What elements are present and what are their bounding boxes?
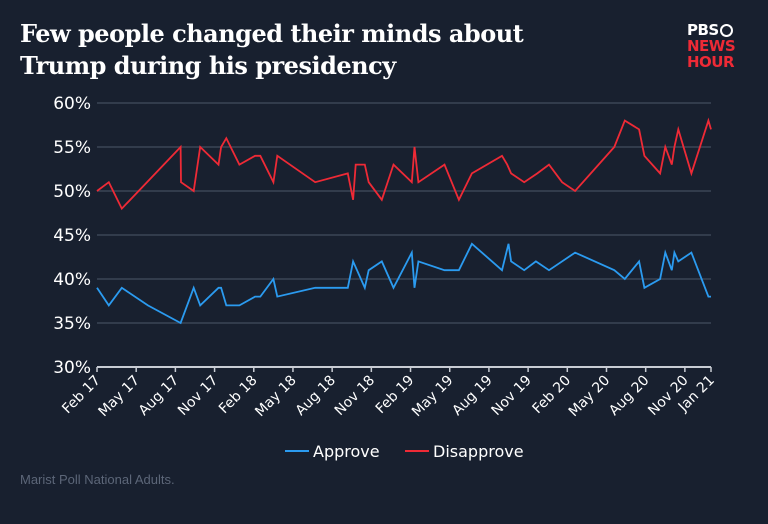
x-tick-label: May 18 (252, 373, 300, 421)
y-tick-label: 60% (53, 94, 91, 114)
y-tick-label: 35% (53, 314, 91, 334)
legend-label: Approve (313, 442, 380, 461)
legend-label: Disapprove (433, 442, 524, 461)
x-tick-label: Nov 17 (175, 373, 221, 419)
y-tick-label: 40% (53, 270, 91, 290)
x-tick-label: Aug 20 (606, 373, 652, 419)
pbs-head-icon (719, 23, 733, 37)
logo-line-2: NEWS (687, 37, 736, 55)
y-tick-label: 55% (53, 138, 91, 158)
logo-line-3: HOUR (687, 53, 735, 71)
chart-title: Few people changed their minds about Tru… (20, 19, 524, 80)
x-tick-label: May 20 (566, 373, 614, 421)
x-tick-label: Aug 19 (449, 373, 495, 419)
x-tick-label: Aug 17 (136, 373, 182, 419)
series-line-disapprove (96, 117, 712, 211)
y-tick-label: 45% (53, 226, 91, 246)
y-tick-label: 30% (53, 358, 91, 378)
x-tick-label: Aug 18 (293, 373, 339, 419)
x-tick-label: Nov 19 (489, 373, 535, 419)
series-line-approve (96, 242, 711, 325)
x-tick-label: May 19 (409, 373, 457, 421)
pbs-newshour-logo: PBS NEWS HOUR (687, 21, 736, 71)
x-tick-label: May 17 (95, 373, 143, 421)
y-tick-label: 50% (53, 182, 91, 202)
logo-line-1: PBS (687, 21, 719, 39)
x-tick-label: Nov 18 (332, 373, 378, 419)
source-note: Marist Poll National Adults. (20, 472, 175, 487)
